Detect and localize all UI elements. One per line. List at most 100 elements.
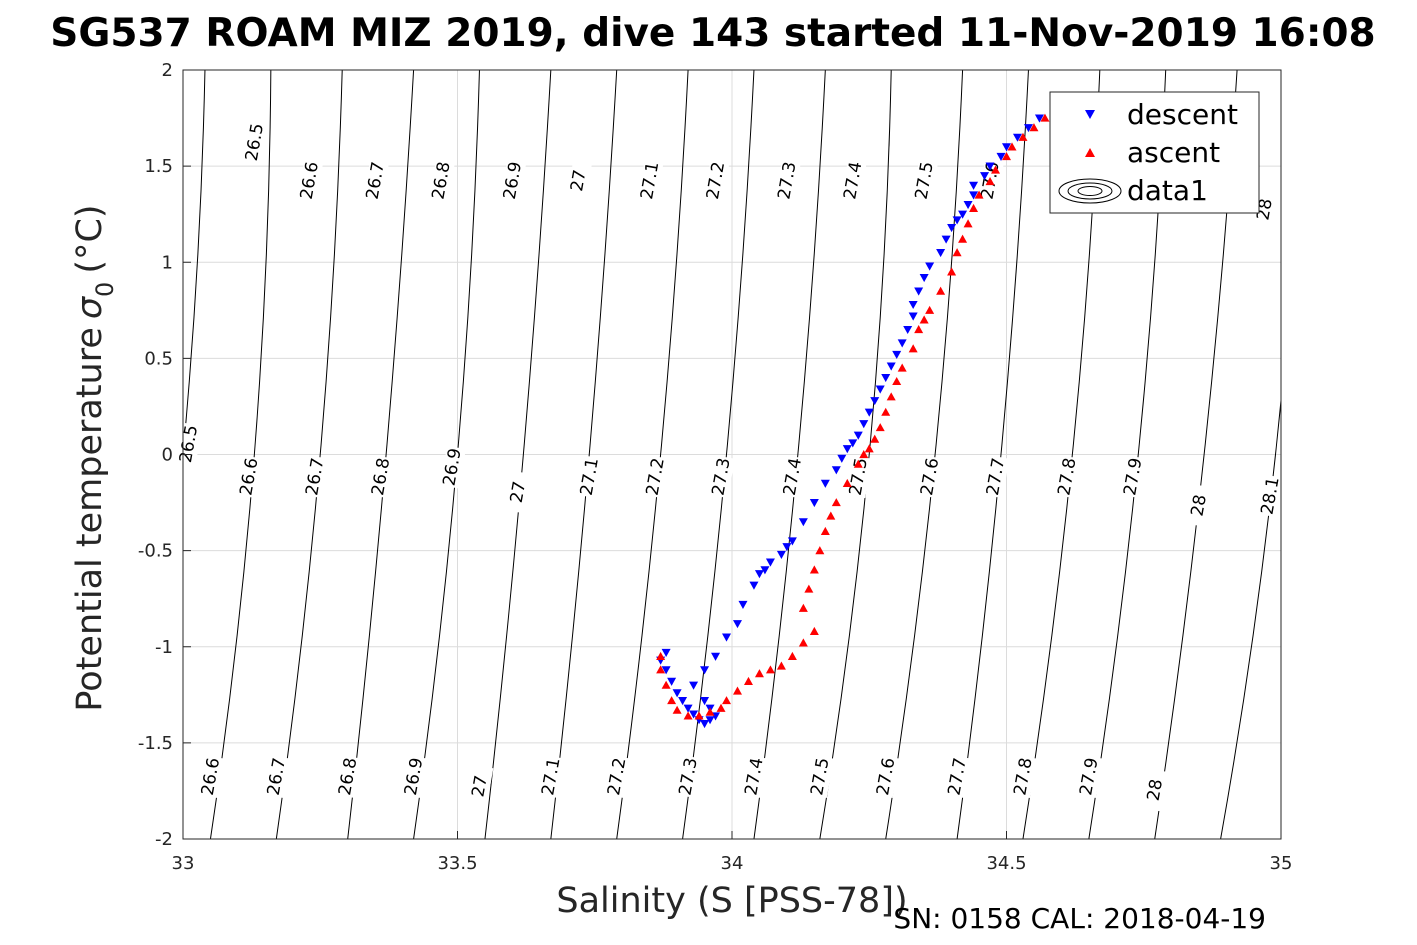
- y-axis-label-main: Potential temperature: [70, 327, 110, 711]
- density-contour-label: 26.9: [439, 445, 466, 489]
- descent-point: [892, 350, 902, 360]
- density-contour-label: 28.1: [1257, 474, 1284, 518]
- ascent-point: [881, 407, 891, 416]
- ascent-point: [958, 234, 968, 243]
- density-contour-label: 27: [506, 470, 532, 514]
- ascent-point: [809, 565, 819, 574]
- density-contour-label-bg: [945, 755, 971, 799]
- density-contour-label-bg: [363, 159, 390, 203]
- descent-point: [672, 689, 682, 698]
- descent-point: [925, 262, 935, 271]
- descent-point: [897, 339, 907, 348]
- axis-ticks: 33 33.5 34 34.5 35 -2 -1.5 -1 -0.5 0 0.5 1 1.5 2: [138, 60, 1293, 874]
- density-contour-label-bg: [500, 159, 527, 203]
- density-contour-label-bg: [1055, 455, 1081, 499]
- density-contour-label: 26.7: [264, 755, 291, 799]
- ascent-point: [831, 498, 841, 507]
- descent-point: [903, 325, 913, 335]
- ascent-point: [705, 707, 715, 716]
- ascent-point: [892, 376, 902, 386]
- ascent-point: [722, 696, 732, 705]
- density-contour-label: 27.7: [983, 455, 1010, 499]
- density-contour-26.5: [183, 70, 206, 460]
- descent-point: [689, 710, 699, 719]
- y-tick-label: 0.5: [144, 348, 173, 369]
- density-contour-label-bg: [604, 755, 631, 799]
- y-axis-label-symbol: σ: [70, 295, 110, 319]
- descent-point: [980, 172, 990, 181]
- descent-point: [809, 498, 819, 508]
- density-contour-label-text: 28: [1144, 778, 1167, 803]
- density-contour-label: 27.8: [1054, 455, 1081, 499]
- ascent-point: [787, 651, 797, 660]
- density-contour-label-bg: [1142, 768, 1169, 812]
- legend-ascent-marker: [1085, 148, 1095, 157]
- descent-point: [963, 200, 973, 210]
- density-contour-label-bg: [368, 455, 395, 499]
- ascent-point: [875, 423, 885, 432]
- legend-descent-label: descent: [1127, 98, 1238, 131]
- density-contour-label: 27.4: [741, 755, 768, 799]
- descent-point: [947, 224, 957, 233]
- descent-point: [760, 566, 770, 575]
- ascent-point: [897, 363, 907, 372]
- density-contour-26.6: [209, 70, 272, 839]
- ascent-point: [667, 696, 677, 705]
- density-contour-label-bg: [242, 120, 269, 164]
- descent-point: [1023, 124, 1033, 133]
- x-tick-label: 35: [1270, 853, 1293, 874]
- descent-point: [952, 216, 962, 225]
- descent-point: [661, 666, 671, 675]
- y-axis-label: Potential temperature σ0 (°C): [70, 204, 119, 711]
- density-contour-26.7: [275, 70, 343, 839]
- ascent-point: [864, 444, 874, 453]
- density-contour-label: 27.1: [577, 455, 604, 499]
- density-contour-label-bg: [703, 159, 730, 203]
- density-contour-label: 27.8: [1010, 755, 1037, 799]
- density-contour-label: 28: [1186, 484, 1213, 527]
- descent-point: [842, 445, 852, 454]
- descent-point: [853, 431, 863, 440]
- density-contour-label: 27: [566, 159, 593, 203]
- legend-ascent-label: ascent: [1127, 136, 1220, 169]
- data-points: [656, 103, 1061, 729]
- density-contour-label-bg: [401, 755, 428, 799]
- density-contour-label-bg: [637, 159, 664, 203]
- density-contour-label-bg: [506, 470, 532, 514]
- ascent-point: [853, 459, 863, 468]
- descent-point: [908, 300, 918, 310]
- density-contour-labels: 26.526.6 26.7 26.8 26.9 27 27.1 27.2 27.3 27.4 27…: [176, 120, 1284, 812]
- ascent-point: [908, 344, 918, 353]
- descent-point: [732, 620, 742, 629]
- ascent-point: [1002, 152, 1011, 161]
- density-contour-label: 26.6: [198, 755, 225, 799]
- y-tick-label: 1: [162, 252, 173, 273]
- density-contour-27.5: [819, 70, 892, 839]
- descent-point: [749, 581, 759, 590]
- density-contour-label-bg: [539, 755, 565, 799]
- descent-point: [969, 191, 979, 200]
- descent-point: [711, 652, 721, 661]
- density-contour-label-bg: [467, 764, 494, 808]
- descent-point: [848, 439, 858, 448]
- density-contour-label: 27.6: [873, 755, 900, 799]
- ascent-point: [826, 511, 836, 520]
- descent-point: [914, 287, 924, 296]
- density-contour-label-bg: [1011, 755, 1037, 799]
- legend-contour-icon: [1058, 178, 1122, 204]
- ascent-point: [809, 626, 819, 635]
- x-tick-label: 33.5: [437, 853, 477, 874]
- descent-point: [908, 312, 918, 321]
- ascent-point: [815, 546, 825, 555]
- density-contour-label: 27.3: [774, 159, 801, 203]
- density-contour-label-bg: [198, 755, 225, 799]
- density-contour-label-bg: [846, 455, 873, 499]
- density-contour-27: [484, 70, 552, 839]
- y-tick-label: 2: [162, 60, 173, 81]
- ascent-point: [716, 703, 726, 712]
- ascent-point: [798, 638, 808, 647]
- descent-point: [870, 397, 880, 406]
- ascent-point: [743, 676, 753, 685]
- ascent-point: [683, 711, 693, 720]
